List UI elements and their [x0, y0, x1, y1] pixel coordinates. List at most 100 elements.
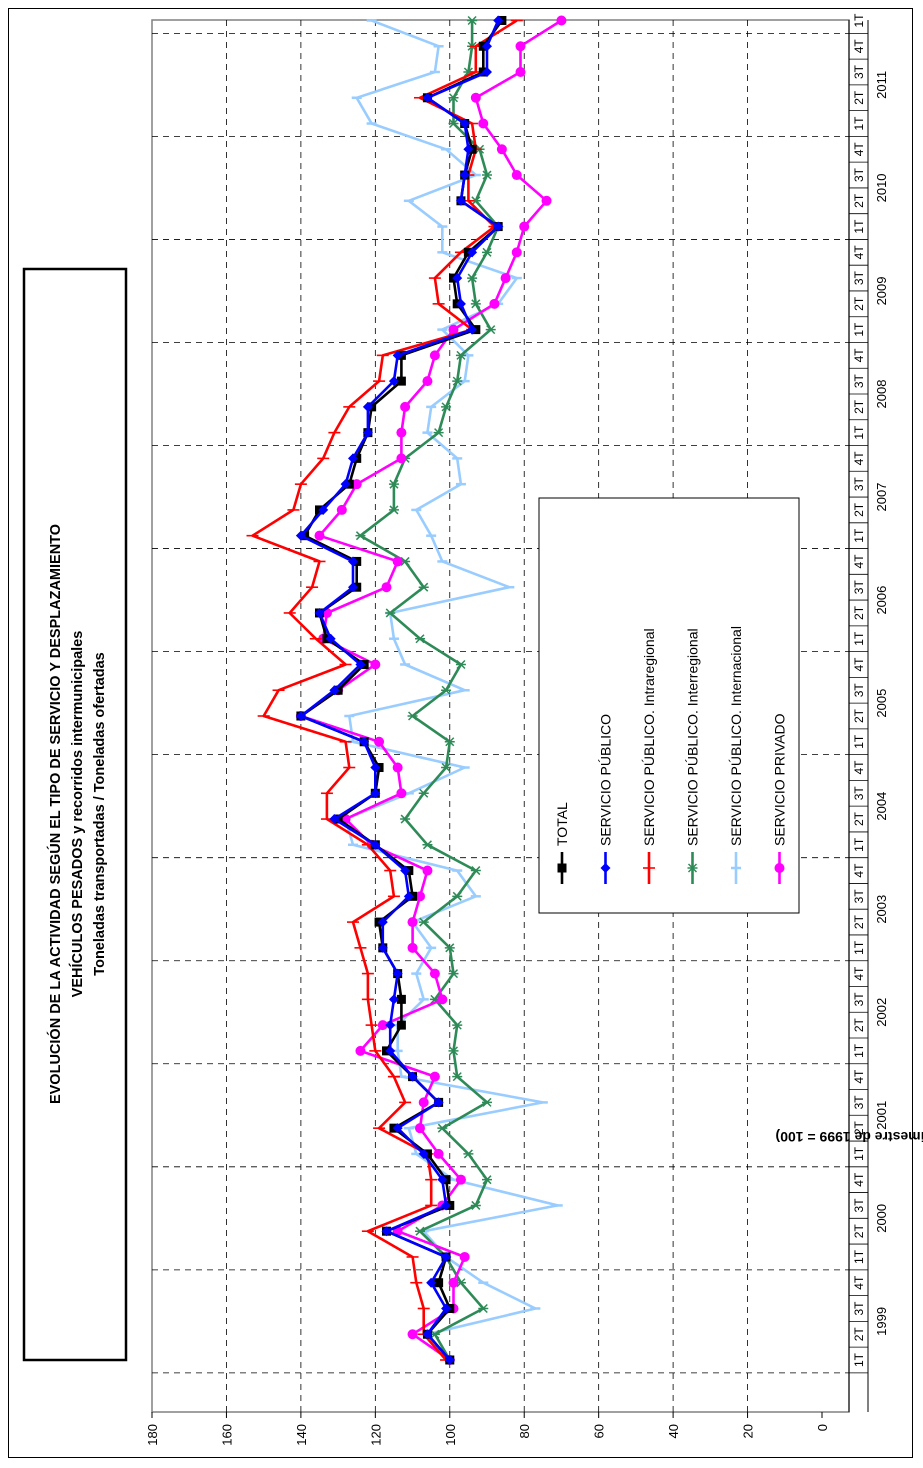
- quarter-tick-label: 1T: [852, 528, 866, 543]
- quarter-tick-label: 2T: [852, 1327, 866, 1342]
- value-tick-label: 0: [815, 1424, 830, 1431]
- data-point: [441, 685, 452, 695]
- data-point: [433, 1097, 444, 1108]
- data-point: [329, 814, 340, 825]
- data-point: [415, 634, 425, 644]
- data-point: [418, 1097, 429, 1108]
- data-point: [362, 401, 373, 412]
- quarter-tick-label: 2T: [852, 193, 866, 208]
- data-point: [489, 298, 500, 309]
- data-point: [448, 1277, 459, 1288]
- data-point: [400, 401, 411, 412]
- data-point: [422, 840, 433, 850]
- data-point: [422, 92, 433, 103]
- value-tick-label: 40: [666, 1424, 681, 1438]
- year-tick-label: 2004: [874, 792, 889, 821]
- data-point: [396, 994, 406, 1004]
- legend-label: SERVICIO PÚBLICO: [598, 714, 614, 846]
- data-point: [348, 556, 358, 567]
- data-point: [434, 1278, 444, 1288]
- quarter-tick-label: 4T: [852, 966, 866, 981]
- year-tick-label: 2005: [874, 689, 889, 718]
- year-tick-label: 2006: [874, 586, 889, 615]
- year-tick-label: 2001: [874, 1101, 889, 1130]
- data-point: [415, 891, 425, 902]
- data-point: [500, 273, 511, 284]
- year-tick-label: 2010: [874, 173, 889, 202]
- data-point: [448, 118, 459, 129]
- quarter-tick-label: 2T: [852, 90, 866, 105]
- data-point: [459, 1251, 470, 1262]
- quarter-tick-label: 2T: [852, 811, 866, 826]
- data-point: [455, 1174, 466, 1185]
- quarter-tick-label: 1T: [852, 1146, 866, 1161]
- data-point: [467, 247, 478, 258]
- quarter-tick-label: 4T: [852, 451, 866, 466]
- quarter-tick-label: 4T: [852, 142, 866, 157]
- title-box: [22, 267, 128, 1362]
- legend-label: SERVICIO PRIVADO: [772, 713, 788, 846]
- quarter-tick-label: 4T: [852, 1275, 866, 1290]
- data-point: [429, 968, 440, 979]
- data-point: [385, 1020, 396, 1031]
- quarter-tick-label: 3T: [852, 786, 866, 801]
- data-point: [396, 376, 406, 386]
- quarter-tick-label: 3T: [852, 167, 866, 182]
- data-point: [470, 92, 481, 103]
- legend-marker: [774, 863, 785, 873]
- year-tick-label: 2000: [874, 1204, 889, 1233]
- year-tick-label: 2002: [874, 998, 889, 1027]
- data-point: [478, 1303, 489, 1314]
- quarter-tick-label: 4T: [852, 554, 866, 569]
- data-point: [329, 685, 340, 696]
- data-point: [511, 247, 522, 258]
- data-point: [318, 504, 329, 515]
- data-point: [463, 1149, 474, 1159]
- chart-title-line2: VEHÍCULOS PESADOS y recorridos intermuni…: [69, 631, 86, 998]
- data-point: [348, 582, 358, 593]
- legend-label: SERVICIO PÚBLICO. Internacional: [728, 626, 744, 846]
- data-point: [482, 247, 492, 257]
- quarter-tick-label: 1T: [852, 734, 866, 749]
- data-point: [418, 788, 429, 798]
- quarter-tick-label: 2T: [852, 502, 866, 517]
- data-point: [415, 1123, 425, 1134]
- data-point: [433, 428, 444, 438]
- legend-label: TOTAL: [554, 802, 570, 846]
- data-point: [441, 1303, 452, 1314]
- data-point: [441, 1200, 452, 1211]
- quarter-tick-label: 4T: [852, 39, 866, 54]
- data-point: [422, 376, 433, 387]
- data-point: [448, 93, 459, 103]
- data-point: [403, 891, 414, 902]
- data-point: [381, 1226, 392, 1237]
- data-point: [407, 711, 418, 721]
- year-tick-label: 2007: [874, 483, 889, 512]
- series-3: [355, 15, 504, 1365]
- data-point: [415, 1226, 425, 1236]
- quarter-tick-label: 4T: [852, 348, 866, 363]
- legend-marker: [600, 863, 611, 873]
- data-point: [392, 968, 403, 979]
- data-point: [444, 737, 455, 747]
- data-point: [444, 943, 455, 953]
- value-tick-label: 20: [741, 1424, 756, 1438]
- chart-title-line1: EVOLUCIÓN DE LA ACTIVIDAD SEGÚN EL TIPO …: [46, 524, 64, 1104]
- data-point: [467, 324, 478, 335]
- value-tick-label: 60: [592, 1424, 607, 1438]
- quarter-tick-label: 4T: [852, 1069, 866, 1084]
- quarter-tick-label: 3T: [852, 476, 866, 491]
- data-point: [496, 144, 507, 155]
- data-point: [370, 659, 381, 670]
- data-point: [452, 891, 463, 901]
- quarter-tick-label: 1T: [852, 631, 866, 646]
- quarter-tick-label: 3T: [852, 270, 866, 285]
- data-point: [396, 453, 407, 464]
- data-point: [392, 762, 403, 773]
- legend-entries: TOTAL SERVICIO PÚBLICO SERVICIO PÚBLICO. I…: [554, 626, 788, 884]
- data-point: [418, 917, 429, 927]
- data-point: [452, 1020, 463, 1030]
- year-tick-label: 2009: [874, 276, 889, 305]
- data-point: [392, 1123, 403, 1134]
- series-layer: [246, 15, 567, 1365]
